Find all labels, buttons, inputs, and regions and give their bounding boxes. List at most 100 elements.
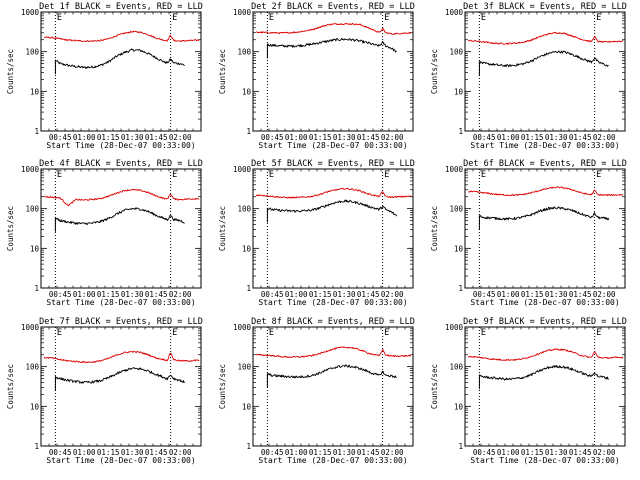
det-panel-8: Det 8f BLACK = Events, RED = LLD 1 10 100 10… xyxy=(218,317,415,465)
x-tick-label: 01:30 xyxy=(545,133,568,142)
event-marker-label: E xyxy=(172,13,177,23)
event-marker-label: E xyxy=(596,170,601,180)
x-axis-label: Start Time (28-Dec-07 00:33:00) xyxy=(46,298,195,307)
event-marker-label: E xyxy=(172,328,177,338)
plot-frame xyxy=(464,168,626,289)
x-tick-label: 01:00 xyxy=(73,290,96,299)
x-tick-label: 01:45 xyxy=(357,448,380,457)
det-panel-1: Det 1f BLACK = Events, RED = LLD 1 10 100 10… xyxy=(6,2,203,150)
y-tick-label: 1000 xyxy=(233,323,252,332)
panel-title: Det 1f BLACK = Events, RED = LLD xyxy=(39,2,203,12)
x-tick-label: 00:45 xyxy=(49,290,72,299)
events-series-line xyxy=(479,206,610,221)
panel-title: Det 2f BLACK = Events, RED = LLD xyxy=(251,2,415,12)
panel-title: Det 7f BLACK = Events, RED = LLD xyxy=(39,317,203,327)
x-tick-label: 01:15 xyxy=(97,448,120,457)
y-tick-label: 1000 xyxy=(21,323,40,332)
lld-series-line xyxy=(256,22,412,35)
x-tick-label: 00:45 xyxy=(473,448,496,457)
y-axis-label: Counts/sec xyxy=(430,49,439,94)
y-tick-label: 1000 xyxy=(233,8,252,17)
y-tick-label: 100 xyxy=(25,363,39,372)
x-axis-label: Start Time (28-Dec-07 00:33:00) xyxy=(46,456,195,465)
y-tick-label: 1 xyxy=(458,284,463,293)
plot-frame xyxy=(464,11,626,132)
x-tick-label: 01:15 xyxy=(521,290,544,299)
y-axis-label: Counts/sec xyxy=(218,206,227,251)
event-marker-label: E xyxy=(384,170,389,180)
event-marker-label: E xyxy=(269,170,274,180)
x-tick-label: 02:00 xyxy=(381,133,404,142)
x-axis-label: Start Time (28-Dec-07 00:33:00) xyxy=(46,141,195,150)
x-tick-label: 01:00 xyxy=(497,448,520,457)
det-panel-4: Det 4f BLACK = Events, RED = LLD 1 10 100 10… xyxy=(6,159,203,307)
x-tick-label: 00:45 xyxy=(261,133,284,142)
y-tick-label: 10 xyxy=(454,402,464,411)
y-tick-label: 10 xyxy=(242,244,252,253)
event-marker-label: E xyxy=(481,328,486,338)
x-tick-label: 02:00 xyxy=(169,133,192,142)
x-tick-label: 01:45 xyxy=(569,290,592,299)
x-axis-label: Start Time (28-Dec-07 00:33:00) xyxy=(258,141,407,150)
x-tick-label: 01:30 xyxy=(333,448,356,457)
x-tick-label: 02:00 xyxy=(593,448,616,457)
event-marker-label: E xyxy=(481,13,486,23)
x-tick-label: 02:00 xyxy=(593,133,616,142)
y-tick-label: 1 xyxy=(34,284,39,293)
x-tick-label: 01:45 xyxy=(357,133,380,142)
x-tick-label: 02:00 xyxy=(381,448,404,457)
events-series-line xyxy=(55,207,185,226)
plot-frame xyxy=(252,168,414,289)
events-series-line xyxy=(55,367,185,384)
x-axis-label: Start Time (28-Dec-07 00:33:00) xyxy=(258,456,407,465)
x-tick-label: 00:45 xyxy=(261,448,284,457)
lld-series-line xyxy=(468,186,624,197)
events-series-line xyxy=(267,199,398,217)
event-marker-label: E xyxy=(596,13,601,23)
event-marker-label: E xyxy=(269,328,274,338)
y-axis-label: Counts/sec xyxy=(218,49,227,94)
plot-frame xyxy=(40,326,202,447)
x-tick-label: 01:15 xyxy=(521,448,544,457)
event-marker-label: E xyxy=(172,170,177,180)
x-tick-label: 01:15 xyxy=(309,448,332,457)
det-panel-6: Det 6f BLACK = Events, RED = LLD 1 10 100 10… xyxy=(430,159,627,307)
y-tick-label: 10 xyxy=(454,87,464,96)
y-tick-label: 1000 xyxy=(21,165,40,174)
x-axis-label: Start Time (28-Dec-07 00:33:00) xyxy=(470,456,619,465)
x-tick-label: 01:30 xyxy=(121,133,144,142)
x-tick-label: 00:45 xyxy=(261,290,284,299)
y-tick-label: 1000 xyxy=(445,8,464,17)
y-axis-label: Counts/sec xyxy=(218,364,227,409)
det-panel-3: Det 3f BLACK = Events, RED = LLD 1 10 100 10… xyxy=(430,2,627,150)
lld-series-line xyxy=(255,187,412,199)
plot-frame xyxy=(40,11,202,132)
x-tick-label: 01:30 xyxy=(333,133,356,142)
x-tick-label: 01:45 xyxy=(145,133,168,142)
x-tick-label: 01:15 xyxy=(521,133,544,142)
det-panel-7: Det 7f BLACK = Events, RED = LLD 1 10 100 10… xyxy=(6,317,203,465)
y-tick-label: 100 xyxy=(237,363,251,372)
x-tick-label: 01:30 xyxy=(545,448,568,457)
events-series-line xyxy=(54,48,185,69)
events-series-line xyxy=(266,38,397,53)
y-tick-label: 1 xyxy=(458,442,463,451)
y-tick-label: 10 xyxy=(30,402,40,411)
plot-frame xyxy=(252,326,414,447)
y-axis-label: Counts/sec xyxy=(430,206,439,251)
lld-series-line xyxy=(467,348,624,361)
x-tick-label: 02:00 xyxy=(169,448,192,457)
x-tick-label: 00:45 xyxy=(473,290,496,299)
events-series-line xyxy=(479,50,609,68)
x-axis-label: Start Time (28-Dec-07 00:33:00) xyxy=(470,141,619,150)
x-tick-label: 01:45 xyxy=(357,290,380,299)
lld-series-line xyxy=(255,346,412,358)
x-tick-label: 01:00 xyxy=(285,133,308,142)
lld-series-line xyxy=(44,30,200,43)
y-tick-label: 100 xyxy=(449,205,463,214)
y-tick-label: 100 xyxy=(449,363,463,372)
y-tick-label: 10 xyxy=(454,244,464,253)
x-axis-label: Start Time (28-Dec-07 00:33:00) xyxy=(470,298,619,307)
det-panel-5: Det 5f BLACK = Events, RED = LLD 1 10 100 10… xyxy=(218,159,415,307)
plot-frame xyxy=(40,168,202,289)
